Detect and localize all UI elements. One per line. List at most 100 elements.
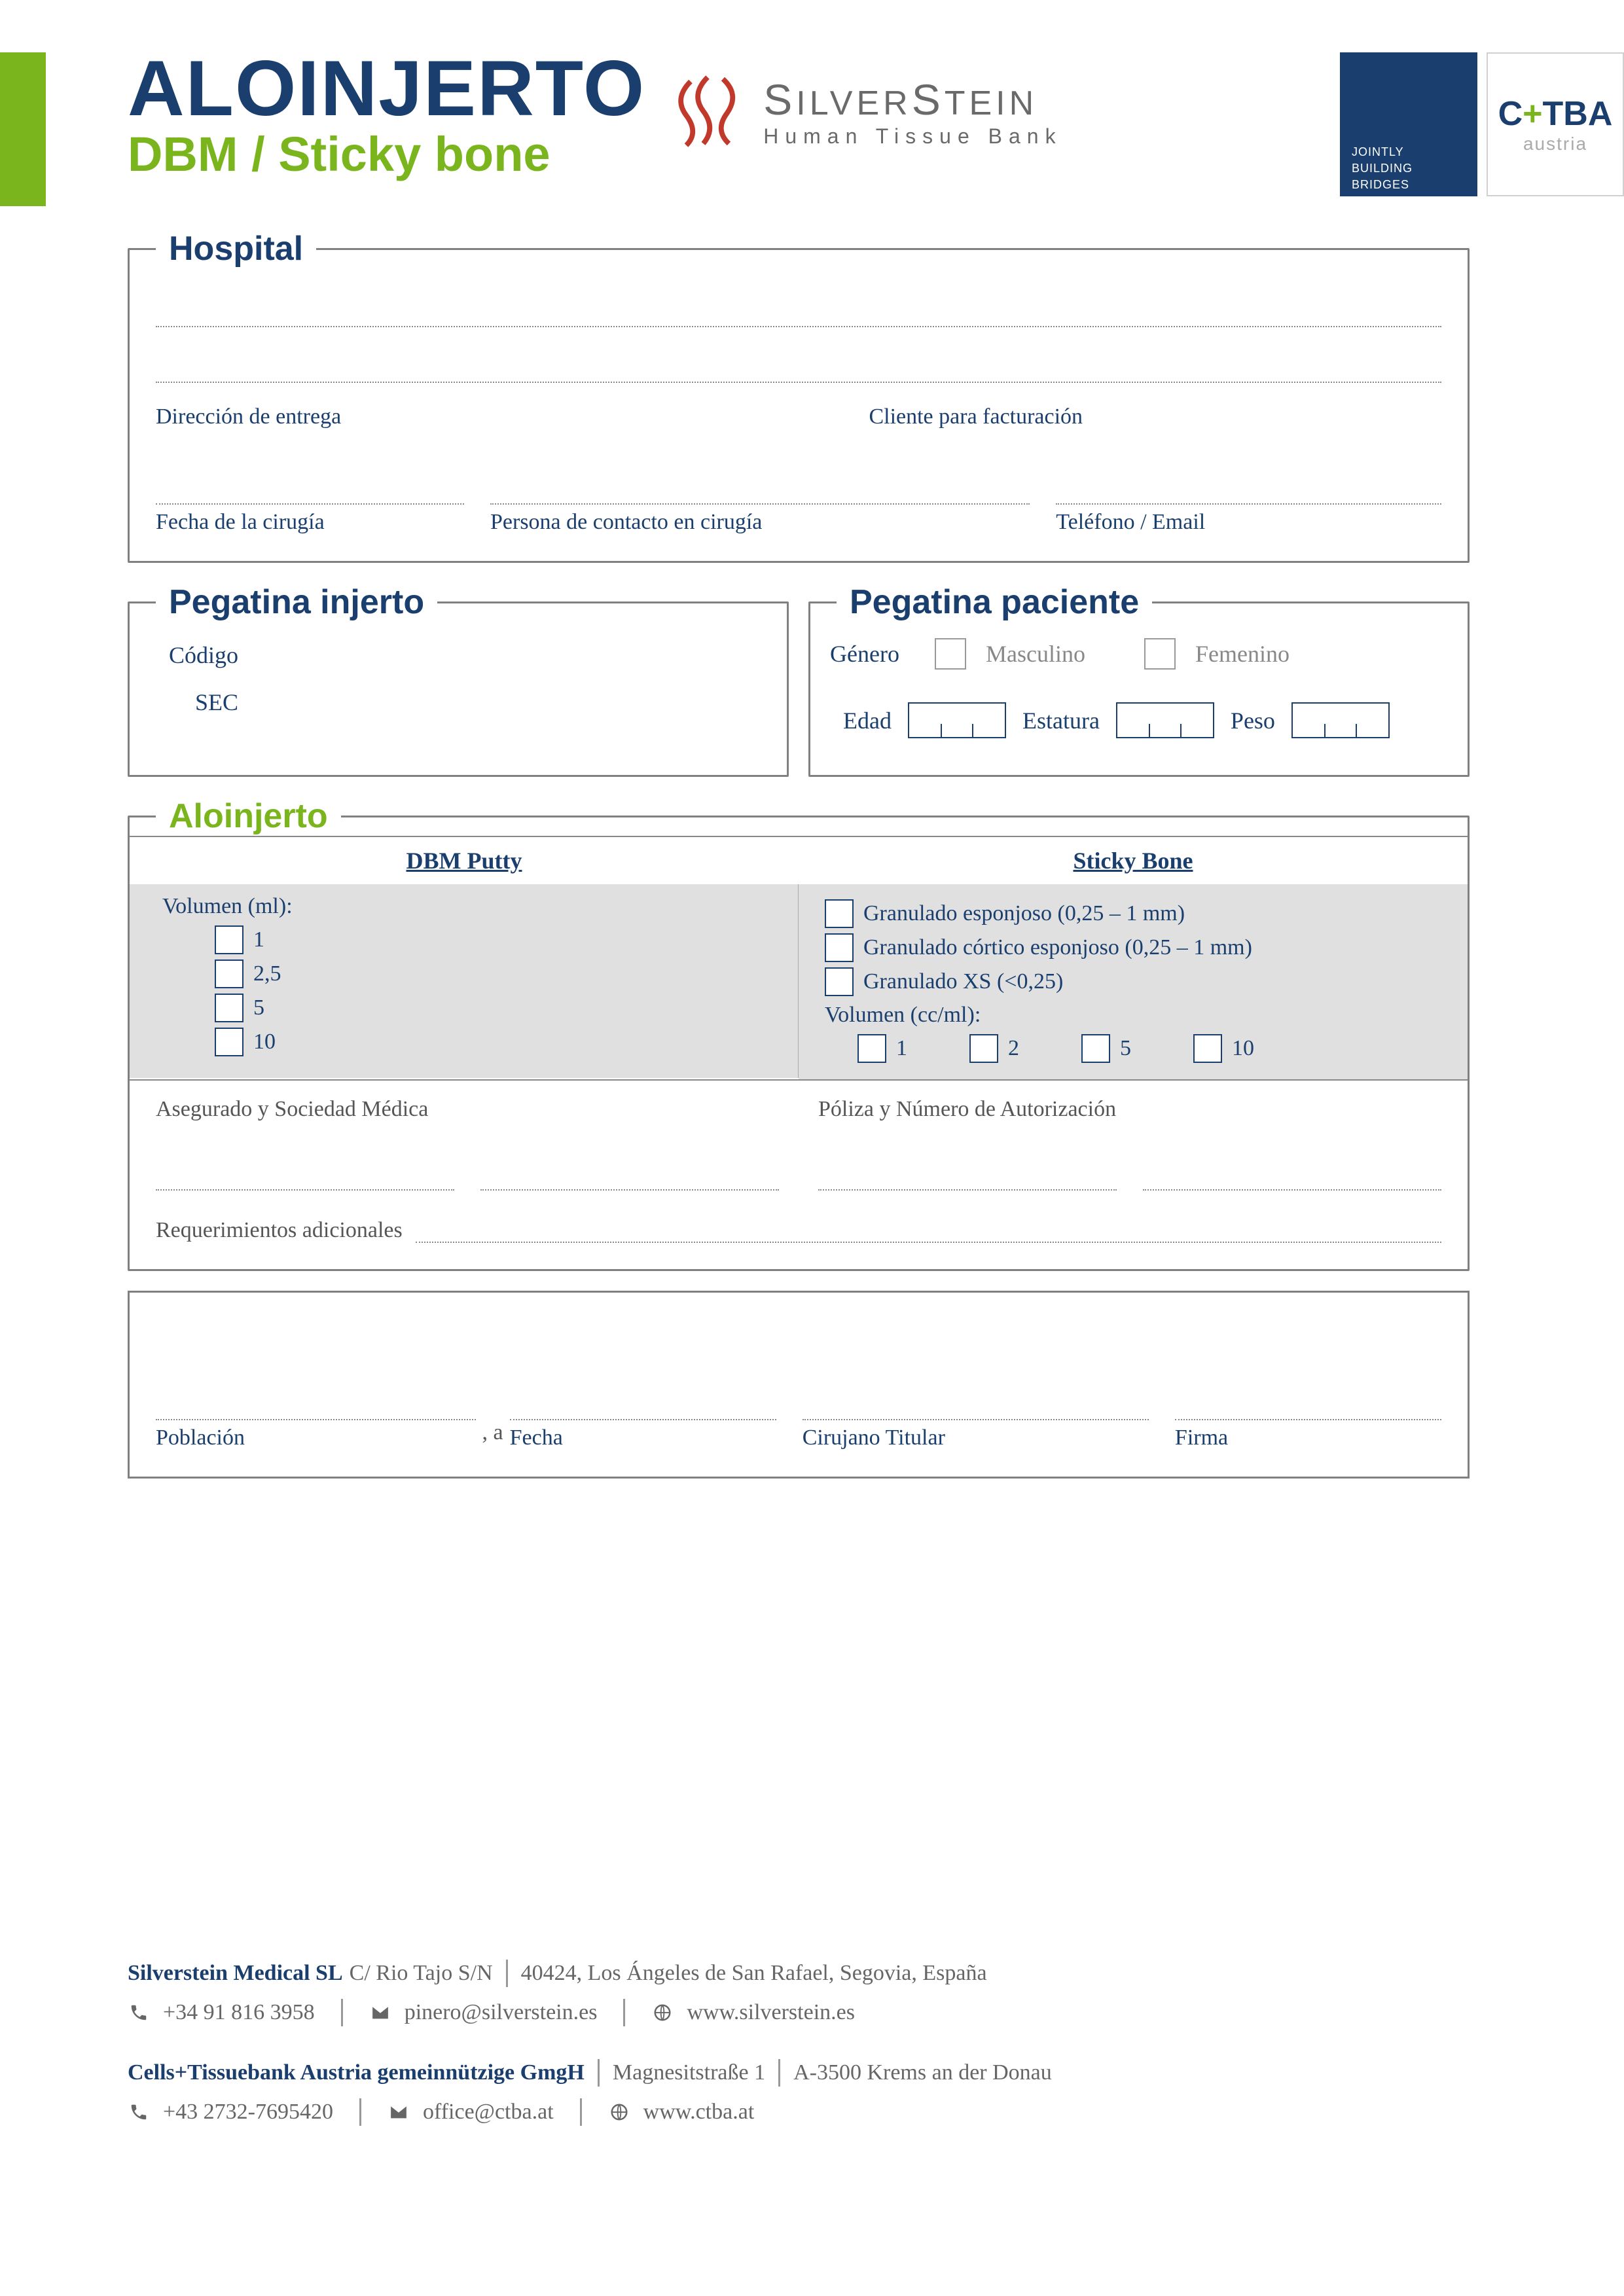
- sv-5-checkbox[interactable]: [1081, 1034, 1110, 1063]
- c2-addr2: A-3500 Krems an der Donau: [793, 2060, 1052, 2085]
- c2-phone: +43 2732-7695420: [163, 2100, 333, 2125]
- phone-icon: [128, 2001, 150, 2024]
- sv-2-checkbox[interactable]: [969, 1034, 998, 1063]
- hospital-legend: Hospital: [156, 229, 316, 268]
- signature-box: Población , a Fecha Cirujano Titular Fir…: [128, 1291, 1470, 1479]
- silverstein-logo: SILVERSTEIN Human Tissue Bank: [665, 69, 1062, 154]
- cirujano-label: Cirujano Titular: [803, 1426, 1149, 1450]
- sticky-header: Sticky Bone: [799, 837, 1468, 884]
- gran-esp-label: Granulado esponjoso (0,25 – 1 mm): [863, 901, 1185, 926]
- c2-web: www.ctba.at: [643, 2100, 755, 2125]
- asegurado-input2[interactable]: [480, 1155, 779, 1191]
- fecha-label: Fecha de la cirugía: [156, 510, 464, 535]
- sig-fecha-label: Fecha: [510, 1426, 776, 1450]
- sv-10-checkbox[interactable]: [1193, 1034, 1222, 1063]
- globe-icon: [651, 2001, 674, 2024]
- dbm-1-label: 1: [253, 927, 264, 952]
- ctba-main: C+TBA: [1498, 94, 1613, 134]
- gran-xs-checkbox[interactable]: [825, 967, 854, 996]
- dbm-5-label: 5: [253, 996, 264, 1020]
- poliza-label: Póliza y Número de Autorización: [818, 1097, 1441, 1122]
- sv-5-label: 5: [1120, 1036, 1131, 1061]
- gran-cort-checkbox[interactable]: [825, 933, 854, 962]
- c2-addr1: Magnesitstraße 1: [613, 2060, 765, 2085]
- injerto-legend: Pegatina injerto: [156, 583, 437, 622]
- injerto-fieldset: Pegatina injerto Código SEC: [128, 583, 789, 777]
- c1-name: Silverstein Medical SL: [128, 1961, 343, 1986]
- title-sub: DBM / Sticky bone: [128, 128, 645, 181]
- aloinjerto-legend: Aloinjerto: [156, 797, 341, 836]
- peso-label: Peso: [1231, 707, 1275, 734]
- title-block: ALOINJERTO DBM / Sticky bone: [128, 49, 645, 181]
- mail-icon-2: [388, 2101, 410, 2123]
- sv-10-label: 10: [1232, 1036, 1254, 1061]
- paciente-legend: Pegatina paciente: [837, 583, 1152, 622]
- fecha-input[interactable]: [156, 469, 464, 505]
- hospital-line2[interactable]: [156, 344, 1441, 383]
- dbm-5-checkbox[interactable]: [215, 994, 244, 1022]
- sv-2-label: 2: [1008, 1036, 1019, 1061]
- c1-phone: +34 91 816 3958: [163, 2000, 315, 2025]
- firma-input[interactable]: [1175, 1384, 1441, 1420]
- hospital-fieldset: Hospital Dirección de entrega Cliente pa…: [128, 229, 1470, 563]
- gran-esp-checkbox[interactable]: [825, 899, 854, 928]
- telefono-label: Teléfono / Email: [1056, 510, 1441, 535]
- masculino-label: Masculino: [986, 640, 1085, 668]
- dbm-10-checkbox[interactable]: [215, 1028, 244, 1056]
- hospital-line1[interactable]: [156, 288, 1441, 327]
- sv-1-checkbox[interactable]: [857, 1034, 886, 1063]
- telefono-input[interactable]: [1056, 469, 1441, 505]
- volumen-cc-label: Volumen (cc/ml):: [825, 1003, 1448, 1028]
- dbm-header: DBM Putty: [130, 837, 799, 884]
- estatura-input[interactable]: [1116, 702, 1214, 738]
- firma-label: Firma: [1175, 1426, 1441, 1450]
- sig-fecha-input[interactable]: [510, 1384, 776, 1420]
- c2-email: office@ctba.at: [423, 2100, 554, 2125]
- dbm-1-checkbox[interactable]: [215, 925, 244, 954]
- gran-cort-label: Granulado córtico esponjoso (0,25 – 1 mm…: [863, 935, 1252, 960]
- c1-addr2: 40424, Los Ángeles de San Rafael, Segovi…: [521, 1961, 987, 1986]
- logo-boxes: JOINTLY BUILDING BRIDGES C+TBA austria: [1340, 52, 1624, 196]
- genero-label: Género: [830, 640, 915, 668]
- paciente-fieldset: Pegatina paciente Género Masculino Femen…: [808, 583, 1470, 777]
- femenino-checkbox[interactable]: [1144, 638, 1176, 670]
- volumen-ml-label: Volumen (ml):: [162, 894, 778, 919]
- persona-input[interactable]: [490, 469, 1030, 505]
- swirl-icon: [665, 69, 750, 154]
- codigo-label: Código: [169, 641, 761, 669]
- phone-icon-2: [128, 2101, 150, 2123]
- jointly-box: JOINTLY BUILDING BRIDGES: [1340, 52, 1477, 196]
- gran-xs-label: Granulado XS (<0,25): [863, 969, 1063, 994]
- poliza-input2[interactable]: [1143, 1155, 1441, 1191]
- sv-1-label: 1: [896, 1036, 907, 1061]
- title-main: ALOINJERTO: [128, 49, 645, 128]
- cirujano-input[interactable]: [803, 1384, 1149, 1420]
- mail-icon: [369, 2001, 391, 2024]
- c1-email: pinero@silverstein.es: [405, 2000, 598, 2025]
- masculino-checkbox[interactable]: [935, 638, 966, 670]
- ctba-box: C+TBA austria: [1487, 52, 1624, 196]
- dbm-25-label: 2,5: [253, 961, 281, 986]
- requerimientos-input[interactable]: [416, 1217, 1441, 1243]
- cliente-label: Cliente para facturación: [869, 404, 1441, 429]
- comma: , a: [476, 1420, 510, 1450]
- green-accent-bar: [0, 52, 46, 206]
- direccion-label: Dirección de entrega: [156, 404, 842, 429]
- dbm-25-checkbox[interactable]: [215, 960, 244, 988]
- poblacion-input[interactable]: [156, 1384, 476, 1420]
- ctba-sub: austria: [1523, 134, 1587, 154]
- asegurado-input1[interactable]: [156, 1155, 454, 1191]
- dbm-10-label: 10: [253, 1030, 276, 1054]
- edad-input[interactable]: [908, 702, 1006, 738]
- estatura-label: Estatura: [1022, 707, 1100, 734]
- poblacion-label: Población: [156, 1426, 476, 1450]
- persona-label: Persona de contacto en cirugía: [490, 510, 1030, 535]
- c1-addr1: C/ Rio Tajo S/N: [350, 1961, 493, 1986]
- footer: Silverstein Medical SL C/ Rio Tajo S/N 4…: [128, 1960, 1470, 2159]
- silverstein-sub: Human Tissue Bank: [763, 124, 1062, 149]
- poliza-input1[interactable]: [818, 1155, 1117, 1191]
- globe-icon-2: [608, 2101, 630, 2123]
- aloinjerto-fieldset: Aloinjerto DBM Putty Volumen (ml): 1 2,5…: [128, 797, 1470, 1271]
- peso-input[interactable]: [1291, 702, 1390, 738]
- asegurado-label: Asegurado y Sociedad Médica: [156, 1097, 779, 1122]
